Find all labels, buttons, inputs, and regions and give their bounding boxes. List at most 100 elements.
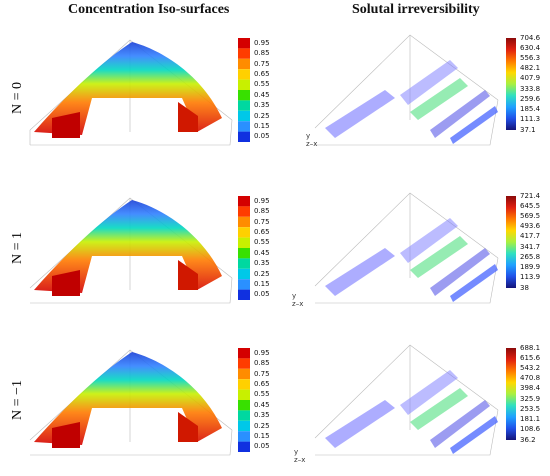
colorbar-tick-label: 0.55: [254, 80, 270, 89]
colorbar-tick-label: 108.6: [520, 425, 541, 434]
colorbar-tick-label: 615.6: [520, 353, 541, 362]
solutal-irreversibility-plot-row2: [314, 192, 499, 304]
colorbar-tick-label: 0.65: [254, 69, 270, 78]
colorbar-tick-label: 0.35: [254, 259, 270, 268]
concentration-isosurface-plot-row3: [29, 349, 233, 456]
colorbar-swatch: [238, 441, 250, 452]
colorbar-swatch: [238, 358, 250, 369]
colorbar-gradient: [506, 38, 516, 130]
colorbar-tick-label: 688.1: [520, 343, 541, 352]
colorbar-tick-label: 0.35: [254, 411, 270, 420]
colorbar-swatch: [238, 38, 250, 49]
colorbar-tick-label: 0.25: [254, 421, 270, 430]
colorbar-swatch: [238, 289, 250, 300]
colorbar-tick-label: 259.6: [520, 94, 541, 103]
colorbar-gradient: [506, 196, 516, 288]
colorbar-swatch: [238, 237, 250, 248]
axis-x-label: x: [301, 456, 306, 464]
colorbar-tick-label: 630.4: [520, 43, 541, 52]
colorbar-swatch: [238, 368, 250, 380]
colorbar-swatch: [238, 389, 250, 400]
colorbar-tick-label: 36.2: [520, 435, 536, 444]
colorbar-tick-label: 0.85: [254, 207, 270, 216]
colorbar-swatch: [238, 48, 250, 59]
colorbar-tick-label: 341.7: [520, 242, 541, 251]
axis-x-label: x: [313, 140, 318, 148]
colorbar-tick-label: 0.25: [254, 111, 270, 120]
axes-triad-row1: y z–x: [306, 132, 318, 148]
colorbar-tick-label: 0.45: [254, 90, 270, 99]
colorbar-tick-label: 493.6: [520, 222, 541, 231]
colorbar-swatch: [238, 420, 250, 432]
axes-triad-row2: y z–x: [292, 292, 304, 308]
axis-y-label: y: [292, 292, 297, 300]
concentration-isosurface-plot-row1: [29, 39, 233, 146]
colorbar-swatch: [238, 58, 250, 70]
colorbar-swatch: [238, 248, 250, 259]
solutal-irreversibility-plot-row1: [314, 34, 499, 146]
colorbar-tick-label: 0.45: [254, 248, 270, 257]
colorbar-tick-label: 0.25: [254, 269, 270, 278]
colorbar-tick-label: 0.95: [254, 196, 270, 205]
colorbar-tick-label: 0.75: [254, 369, 270, 378]
axis-z-label: z: [294, 456, 298, 464]
colorbar-tick-label: 0.95: [254, 348, 270, 357]
axes-triad-row3: y z–x: [294, 448, 306, 464]
colorbar-tick-label: 0.75: [254, 217, 270, 226]
colorbar-swatch: [238, 110, 250, 122]
colorbar-tick-label: 482.1: [520, 64, 541, 73]
colorbar-tick-label: 0.05: [254, 290, 270, 299]
colorbar-tick-label: 0.05: [254, 132, 270, 141]
colorbar-tick-label: 0.95: [254, 38, 270, 47]
colorbar-tick-label: 0.15: [254, 121, 270, 130]
colorbar-swatch: [238, 69, 250, 80]
colorbar-right-row2: [506, 196, 516, 288]
colorbar-tick-label: 0.85: [254, 359, 270, 368]
colorbar-swatch: [238, 206, 250, 217]
colorbar-tick-label: 185.4: [520, 105, 541, 114]
colorbar-tick-label: 0.55: [254, 238, 270, 247]
axis-z-label: z: [292, 300, 296, 308]
colorbar-swatch: [238, 227, 250, 238]
colorbar-swatch: [238, 410, 250, 421]
colorbar-tick-label: 0.15: [254, 431, 270, 440]
colorbar-tick-label: 398.4: [520, 384, 541, 393]
colorbar-tick-label: 111.3: [520, 115, 541, 124]
colorbar-swatch: [238, 196, 250, 207]
colorbar-tick-label: 0.55: [254, 390, 270, 399]
colorbar-left-row2: [238, 196, 250, 300]
colorbar-tick-label: 0.15: [254, 279, 270, 288]
colorbar-tick-label: 0.65: [254, 227, 270, 236]
colorbar-tick-label: 704.6: [520, 33, 541, 42]
colorbar-tick-label: 569.5: [520, 211, 541, 220]
colorbar-swatch: [238, 400, 250, 411]
colorbar-left-row3: [238, 348, 250, 452]
colorbar-swatch: [238, 258, 250, 269]
axis-y-label: y: [294, 448, 299, 456]
colorbar-swatch: [238, 348, 250, 359]
colorbar-tick-label: 325.9: [520, 394, 541, 403]
colorbar-tick-label: 0.85: [254, 49, 270, 58]
colorbar-swatch: [238, 90, 250, 101]
colorbar-tick-label: 417.7: [520, 232, 541, 241]
colorbar-swatch: [238, 131, 250, 142]
colorbar-swatch: [238, 431, 250, 442]
colorbar-tick-label: 543.2: [520, 363, 541, 372]
colorbar-swatch: [238, 279, 250, 290]
axis-z-label: z: [306, 140, 310, 148]
concentration-isosurface-plot-row2: [29, 197, 233, 304]
colorbar-swatch: [238, 379, 250, 390]
colorbar-swatch: [238, 121, 250, 132]
colorbar-tick-label: 645.5: [520, 201, 541, 210]
left-column-title: Concentration Iso-surfaces: [68, 2, 230, 17]
solutal-irreversibility-plot-row3: [314, 344, 499, 456]
colorbar-tick-label: 556.3: [520, 53, 541, 62]
colorbar-tick-label: 0.35: [254, 101, 270, 110]
colorbar-tick-label: 253.5: [520, 404, 541, 413]
colorbar-tick-label: 470.8: [520, 374, 541, 383]
colorbar-left-row1: [238, 38, 250, 142]
colorbar-tick-label: 0.65: [254, 379, 270, 388]
colorbar-swatch: [238, 79, 250, 90]
colorbar-tick-label: 407.9: [520, 74, 541, 83]
axis-y-label: y: [306, 132, 311, 140]
